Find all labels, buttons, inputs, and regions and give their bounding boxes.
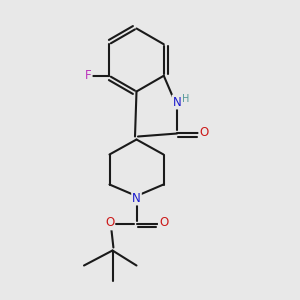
Text: H: H bbox=[182, 94, 189, 104]
Text: O: O bbox=[159, 216, 168, 230]
Text: F: F bbox=[85, 69, 92, 82]
Text: N: N bbox=[132, 191, 141, 205]
Text: O: O bbox=[105, 216, 114, 230]
Text: O: O bbox=[200, 126, 208, 140]
Text: N: N bbox=[172, 95, 182, 109]
